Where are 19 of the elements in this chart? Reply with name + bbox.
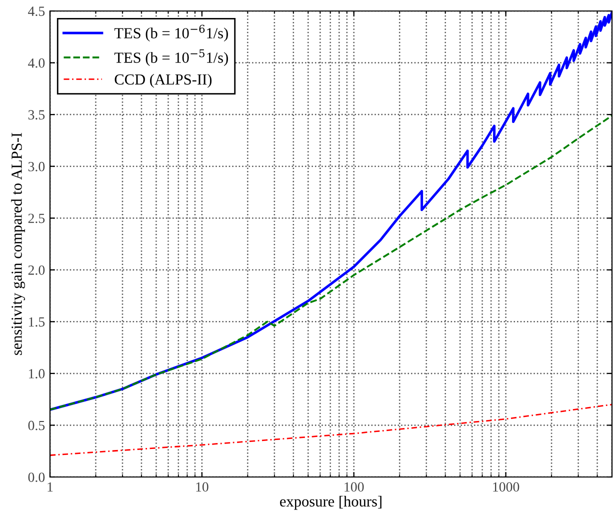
y-axis-title: sensitivity gain compared to ALPS-I [11,132,25,355]
x-tick-label: 1000 [493,482,520,492]
x-tick-label: 10 [196,482,208,492]
y-tick-label: 3.5 [28,110,45,120]
y-tick-label: 0.5 [28,420,45,430]
y-tick-label: 4.5 [28,6,45,16]
y-tick-label: 1.5 [29,317,45,327]
y-tick-label: 1.0 [29,369,45,378]
y-tick-label: 3.0 [28,162,45,172]
legend-label: CCD (ALPS-II) [114,74,212,88]
y-tick-label: 0.0 [28,472,45,482]
legend-label: TES (b = 10$^{−5}$1/s) [114,49,228,66]
y-tick-label: 4.0 [28,58,45,68]
x-tick-label: 100 [344,482,364,492]
x-tick-label: 1 [48,482,53,492]
legend-label: TES (b = 10$^{−6}$1/s) [114,24,228,42]
y-tick-label: 2.0 [28,265,45,275]
y-tick-label: 2.5 [28,214,45,224]
x-axis-title: exposure [hours] [280,496,382,510]
